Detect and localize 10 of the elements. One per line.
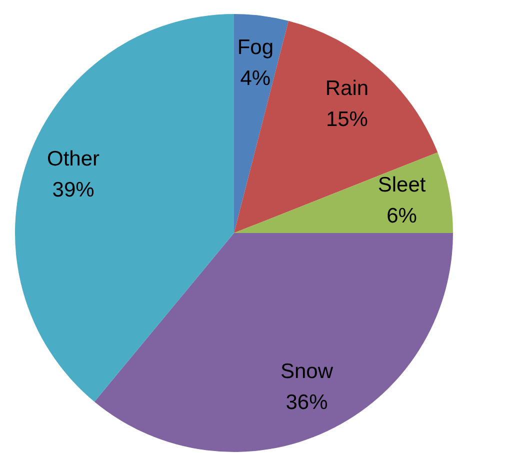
data-label: 4% (240, 66, 271, 90)
slice-label: Sleet (378, 173, 426, 196)
slice-label: Rain (325, 77, 369, 100)
slice-label: Other (47, 147, 100, 170)
slice-label: Snow (280, 360, 334, 383)
data-label: 39% (52, 178, 94, 202)
data-label: 6% (386, 204, 417, 228)
data-label: 36% (286, 390, 328, 414)
data-label: 15% (326, 108, 368, 132)
slice-label: Fog (237, 36, 274, 59)
